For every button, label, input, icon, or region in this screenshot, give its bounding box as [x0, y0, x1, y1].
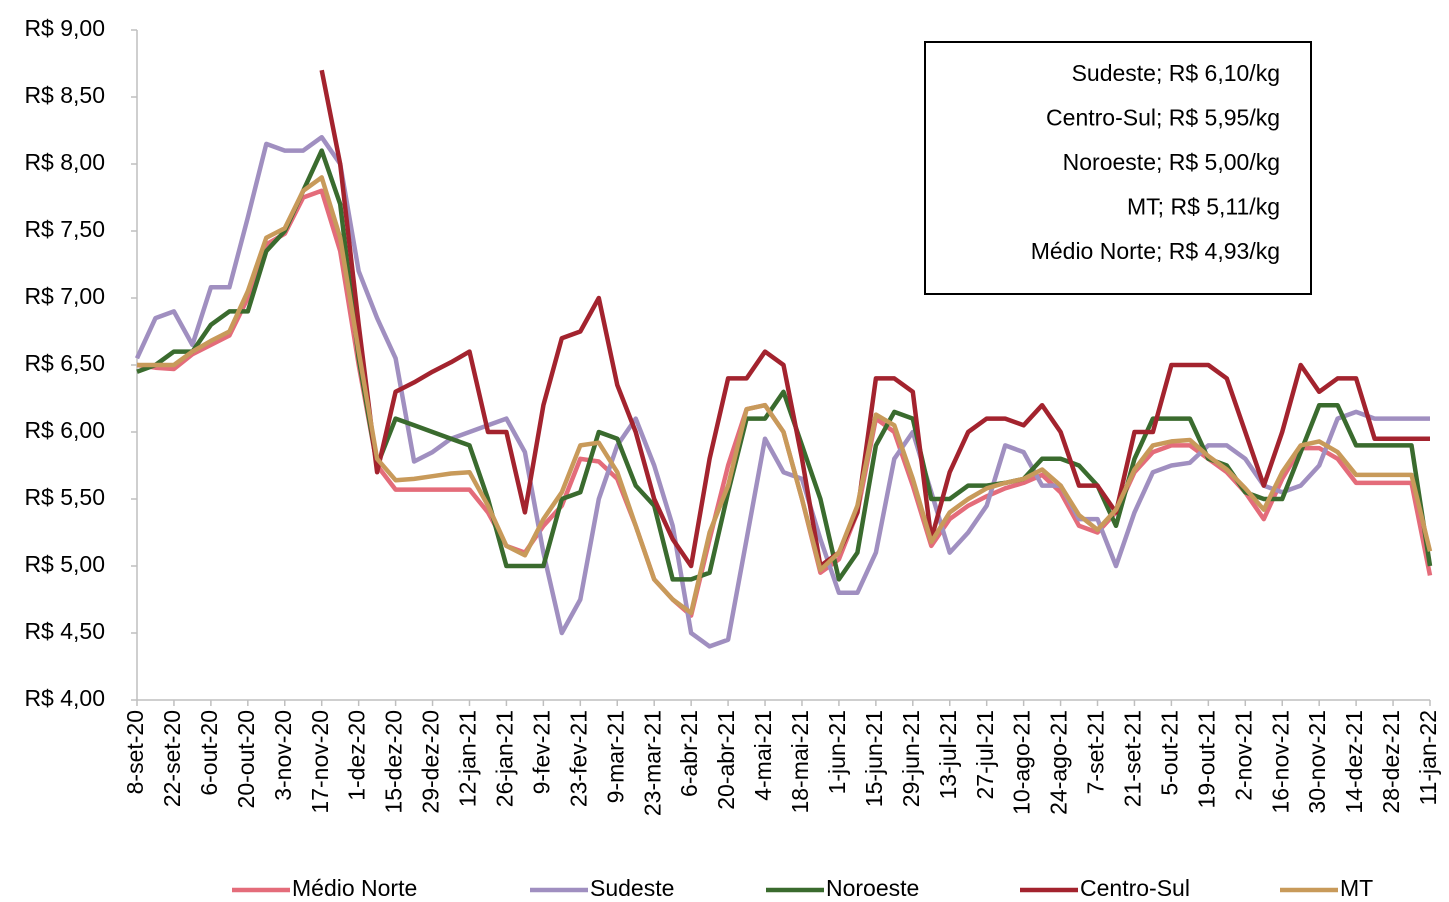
annotation: MT; R$ 5,11/kg — [1127, 194, 1280, 220]
legend-label: Médio Norte — [292, 875, 417, 901]
x-tick-label: 29-jun-21 — [898, 710, 924, 807]
x-tick-label: 26-jan-21 — [492, 710, 518, 807]
y-tick-label: R$ 6,00 — [24, 417, 105, 443]
x-tick-label: 15-dez-20 — [381, 710, 407, 814]
annotation: Centro-Sul; R$ 5,95/kg — [1046, 105, 1280, 131]
y-tick-label: R$ 6,50 — [24, 350, 105, 376]
legend-label: Sudeste — [590, 875, 674, 901]
y-tick-label: R$ 9,00 — [24, 15, 105, 41]
x-tick-label: 18-mai-21 — [787, 710, 813, 814]
x-tick-label: 27-jul-21 — [972, 710, 998, 800]
x-tick-label: 23-fev-21 — [565, 710, 591, 807]
x-tick-label: 20-abr-21 — [713, 710, 739, 810]
x-tick-label: 5-out-21 — [1156, 710, 1182, 796]
x-tick-label: 24-ago-21 — [1046, 710, 1072, 815]
x-tick-label: 28-dez-21 — [1378, 710, 1404, 814]
legend-label: MT — [1340, 875, 1373, 901]
y-tick-label: R$ 5,50 — [24, 484, 105, 510]
x-tick-label: 2-nov-21 — [1230, 710, 1256, 801]
x-tick-label: 23-mar-21 — [639, 710, 665, 816]
x-tick-label: 17-nov-20 — [307, 710, 333, 814]
y-tick-label: R$ 7,00 — [24, 283, 105, 309]
series-line — [319, 69, 1430, 569]
x-tick-label: 19-out-21 — [1193, 710, 1219, 808]
x-tick-label: 9-mar-21 — [602, 710, 628, 803]
x-tick-label: 6-out-20 — [196, 710, 222, 796]
y-tick-label: R$ 8,50 — [24, 82, 105, 108]
x-tick-label: 8-set-20 — [122, 710, 148, 794]
series-line — [134, 134, 1430, 649]
legend-label: Centro-Sul — [1080, 875, 1190, 901]
annotation: Sudeste; R$ 6,10/kg — [1072, 60, 1280, 86]
x-tick-label: 21-set-21 — [1120, 710, 1146, 807]
x-tick-label: 16-nov-21 — [1267, 710, 1293, 814]
x-tick-label: 9-fev-21 — [528, 710, 554, 794]
x-tick-label: 15-jun-21 — [861, 710, 887, 807]
x-tick-label: 4-mai-21 — [750, 710, 776, 801]
x-tick-label: 13-jul-21 — [935, 710, 961, 800]
x-tick-label: 29-dez-20 — [418, 710, 444, 814]
annotation-box — [924, 41, 1312, 295]
y-tick-label: R$ 4,50 — [24, 618, 105, 644]
y-tick-label: R$ 8,00 — [24, 149, 105, 175]
annotation: Noroeste; R$ 5,00/kg — [1063, 149, 1280, 175]
series-line — [137, 175, 1433, 616]
x-tick-label: 3-nov-20 — [270, 710, 296, 801]
x-tick-label: 30-nov-21 — [1304, 710, 1330, 814]
x-tick-label: 1-jun-21 — [824, 710, 850, 794]
x-tick-label: 11-jan-22 — [1415, 710, 1441, 805]
x-tick-label: 22-set-20 — [159, 710, 185, 807]
y-tick-label: R$ 4,00 — [24, 685, 105, 711]
y-tick-label: R$ 7,50 — [24, 216, 105, 242]
x-tick-label: 7-set-21 — [1083, 710, 1109, 794]
x-tick-label: 14-dez-21 — [1341, 710, 1367, 814]
x-tick-label: 12-jan-21 — [455, 710, 481, 807]
annotation: Médio Norte; R$ 4,93/kg — [1031, 238, 1280, 264]
y-tick-label: R$ 5,00 — [24, 551, 105, 577]
legend-label: Noroeste — [826, 875, 919, 901]
x-tick-label: 10-ago-21 — [1009, 710, 1035, 815]
x-tick-label: 20-out-20 — [233, 710, 259, 808]
x-tick-label: 6-abr-21 — [676, 710, 702, 797]
x-tick-label: 1-dez-20 — [344, 710, 370, 801]
